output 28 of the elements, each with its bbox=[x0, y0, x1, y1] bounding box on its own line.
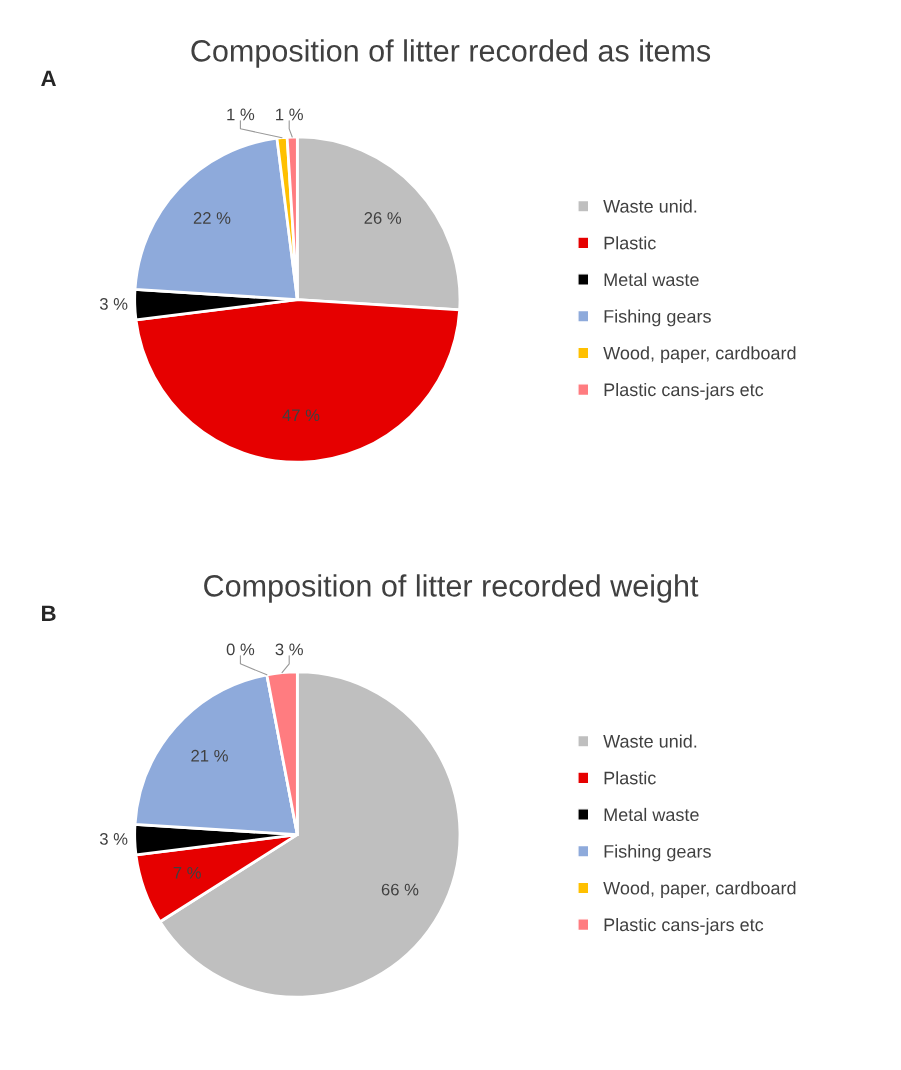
legend-label: Metal waste bbox=[604, 272, 699, 287]
data-label: 66 % bbox=[381, 883, 419, 896]
legend-label: Waste unid. bbox=[603, 734, 697, 748]
data-label: 22 % bbox=[193, 212, 231, 224]
text: 0 % bbox=[226, 643, 255, 656]
text: A bbox=[41, 70, 57, 86]
data-label: 3 % bbox=[99, 833, 128, 845]
data-label: 47 % bbox=[282, 409, 320, 422]
data-label: 3 % bbox=[275, 643, 303, 656]
legend-label: Fishing gears bbox=[604, 309, 711, 327]
legend-label: Wood, paper, cardboard bbox=[603, 346, 796, 364]
legend-label: Fishing gears bbox=[604, 844, 711, 862]
chart-title: Composition of litter recorded weight bbox=[204, 574, 699, 603]
data-label: 3 % bbox=[99, 298, 128, 310]
legend-label: Plastic cans-jars etc bbox=[604, 917, 764, 935]
legend-label: Metal waste bbox=[604, 807, 699, 822]
legend-label: Plastic bbox=[604, 236, 656, 250]
data-label: 1 % bbox=[227, 108, 255, 121]
legend-label: Waste unid. bbox=[603, 199, 697, 213]
legend-label: Plastic bbox=[604, 771, 656, 785]
data-label: 26 % bbox=[364, 212, 402, 224]
text: B bbox=[42, 605, 56, 621]
data-label: 7 % bbox=[173, 867, 201, 879]
data-label: 21 % bbox=[191, 749, 228, 762]
legend-label: Plastic cans-jars etc bbox=[604, 382, 764, 400]
chart-title: Composition of litter recorded as items bbox=[191, 39, 711, 68]
legend-label: Wood, paper, cardboard bbox=[603, 881, 796, 899]
data-label: 1 % bbox=[276, 108, 303, 121]
